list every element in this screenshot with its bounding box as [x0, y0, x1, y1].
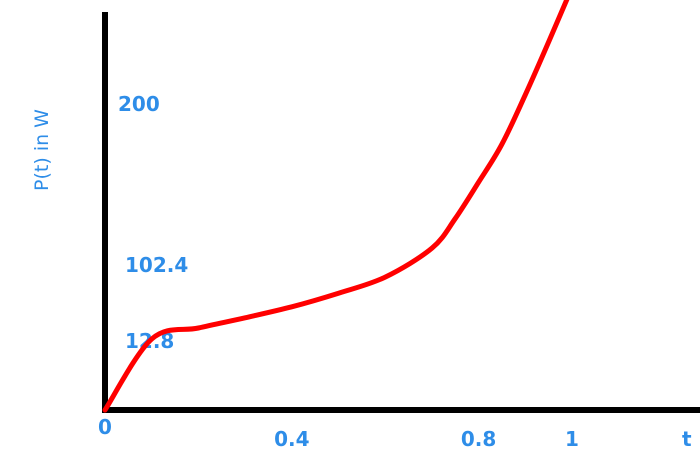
x-tick-label: 1 [565, 427, 579, 451]
y-tick-label: 200 [118, 92, 160, 116]
x-tick-label: 0.4 [274, 427, 309, 451]
x-tick-label: 0.8 [461, 427, 496, 451]
x-axis-label: t [682, 427, 692, 451]
series-line-power [102, 0, 570, 413]
y-tick-label: 102.4 [125, 253, 188, 277]
x-tick-label: 0 [98, 415, 112, 439]
y-axis-label: P(t) in W [31, 109, 53, 191]
